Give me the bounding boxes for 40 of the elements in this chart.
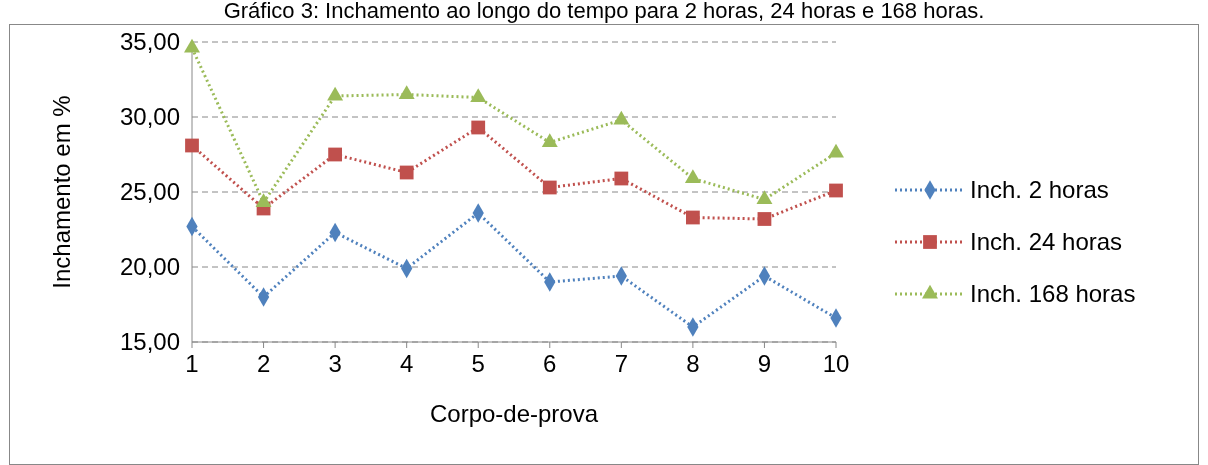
point	[613, 110, 630, 125]
y-axis-title: Inchamento em %	[48, 95, 75, 289]
point	[614, 171, 629, 186]
point	[686, 210, 700, 225]
x-tick-label: 2	[256, 350, 271, 377]
point	[184, 38, 200, 53]
x-tick-label: 5	[471, 350, 485, 377]
point	[471, 120, 486, 135]
point	[541, 133, 558, 148]
x-tick-label: 3	[328, 350, 342, 377]
point	[542, 180, 557, 195]
y-tick-label: 30,00	[119, 103, 180, 130]
point	[327, 86, 344, 101]
y-tick-label: 20,00	[119, 253, 180, 280]
point	[828, 143, 844, 158]
x-tick-label: 7	[614, 350, 629, 377]
x-tick-label: 10	[822, 350, 850, 377]
chart-title: Gráfico 3: Inchamento ao longo do tempo para 2 horas, 24 horas e 168 horas.	[223, 0, 985, 23]
point	[255, 193, 272, 208]
legend-label: Inch. 2 horas	[970, 176, 1109, 203]
x-axis-title: Corpo-de-prova	[429, 400, 599, 427]
point	[470, 88, 487, 103]
x-tick-label: 1	[185, 350, 199, 377]
y-tick-label: 25,00	[119, 178, 180, 205]
x-tick-label: 8	[686, 350, 700, 377]
point	[398, 85, 415, 100]
point	[756, 190, 773, 205]
legend-label: Inch. 24 horas	[970, 228, 1123, 255]
x-tick-label: 9	[757, 350, 772, 377]
legend-label: Inch. 168 horas	[970, 280, 1136, 307]
y-tick-label: 35,00	[119, 28, 180, 55]
x-tick-label: 4	[399, 350, 414, 377]
point	[185, 138, 199, 153]
x-tick-label: 6	[543, 350, 557, 377]
point	[757, 212, 772, 226]
point	[399, 165, 414, 180]
point	[328, 147, 342, 162]
point	[684, 169, 701, 184]
y-tick-label: 15,00	[119, 328, 180, 355]
point	[829, 183, 843, 198]
